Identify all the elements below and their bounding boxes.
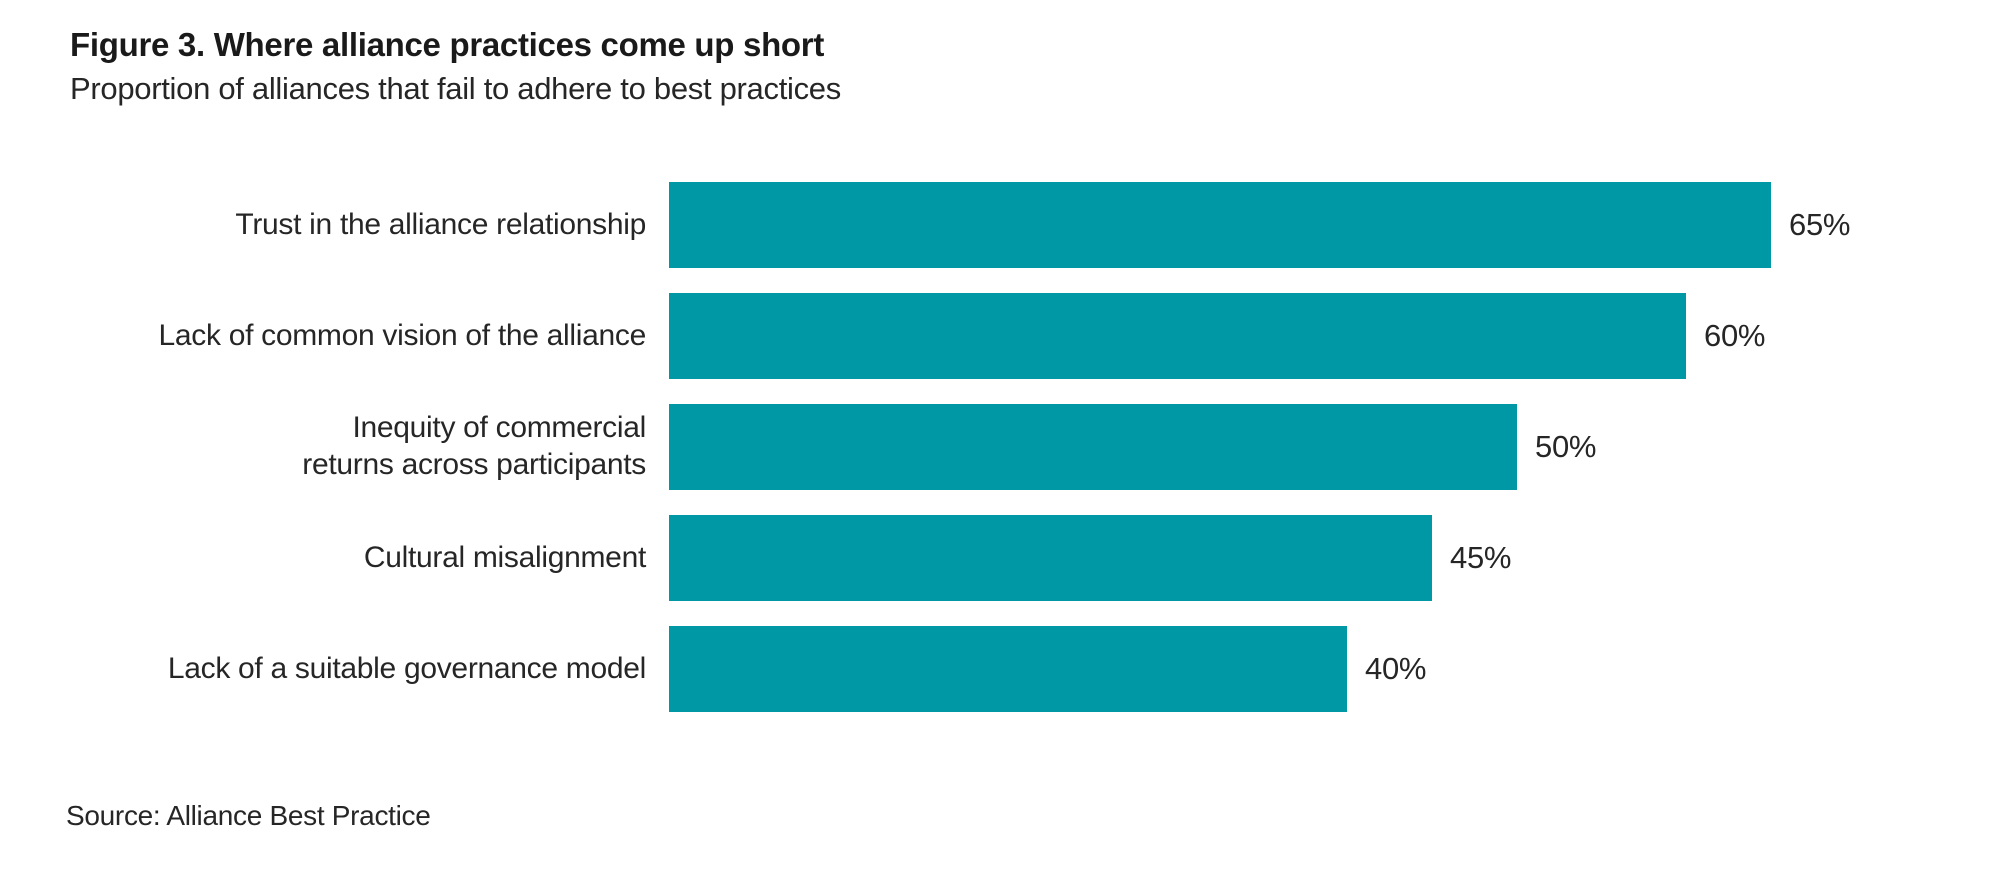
category-label: Trust in the alliance relationship — [235, 207, 646, 241]
bar — [669, 515, 1432, 601]
source-note: Source: Alliance Best Practice — [66, 800, 431, 831]
category-label: Lack of common vision of the alliance — [158, 318, 647, 352]
bar — [669, 404, 1517, 490]
bar-row: Lack of common vision of the alliance 60… — [0, 293, 1990, 379]
bar-area: 40% — [669, 626, 1426, 712]
bar-area: 50% — [669, 404, 1596, 490]
bar-row: Lack of a suitable governance model 40% — [0, 626, 1990, 712]
value-label: 65% — [1789, 207, 1851, 242]
figure-subtitle: Proportion of alliances that fail to adh… — [70, 71, 841, 107]
category-label: Cultural misalignment — [363, 540, 646, 574]
bar — [669, 626, 1347, 712]
bar-chart: Trust in the alliance relationship 65% L… — [0, 182, 1990, 712]
category-label: Inequity of commercial returns across pa… — [302, 411, 646, 481]
value-label: 50% — [1535, 429, 1597, 464]
value-label: 40% — [1365, 651, 1427, 686]
bar — [669, 182, 1771, 268]
category-label: Lack of a suitable governance model — [167, 651, 646, 685]
bar-area: 60% — [669, 293, 1765, 379]
bar-row: Cultural misalignment 45% — [0, 515, 1990, 601]
value-label: 60% — [1704, 318, 1766, 353]
bar — [669, 293, 1686, 379]
bar-area: 65% — [669, 182, 1850, 268]
bar-row: Inequity of commercial returns across pa… — [0, 404, 1990, 490]
figure-title: Figure 3. Where alliance practices come … — [70, 26, 825, 63]
bar-row: Trust in the alliance relationship 65% — [0, 182, 1990, 268]
bar-area: 45% — [669, 515, 1511, 601]
value-label: 45% — [1450, 540, 1512, 575]
